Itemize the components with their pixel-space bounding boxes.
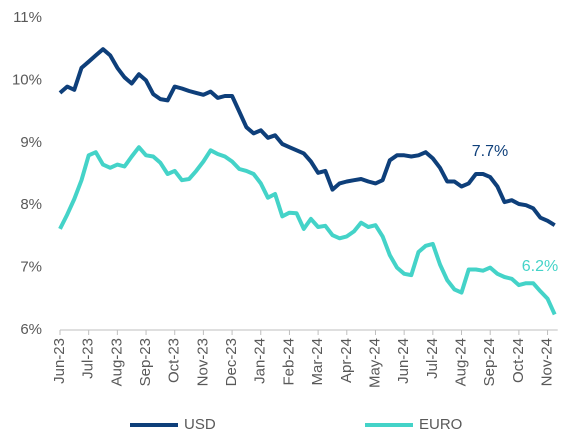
y-tick-label: 10% bbox=[12, 71, 42, 88]
x-tick-label: Jun-23 bbox=[51, 338, 68, 384]
x-tick-label: Nov-23 bbox=[194, 338, 211, 386]
legend-label: EURO bbox=[419, 416, 462, 433]
x-tick-label: Jun-24 bbox=[395, 338, 412, 384]
y-tick-label: 11% bbox=[13, 9, 42, 26]
x-tick-label: Feb-24 bbox=[280, 338, 297, 386]
series-line bbox=[58, 47, 556, 227]
x-tick-label: Dec-23 bbox=[223, 338, 240, 386]
legend-label: USD bbox=[184, 416, 216, 433]
x-tick-label: Aug-23 bbox=[108, 338, 125, 386]
x-tick-label: Nov-24 bbox=[539, 338, 556, 386]
x-tick-label: Mar-24 bbox=[309, 338, 326, 386]
x-tick-label: Oct-23 bbox=[166, 338, 183, 383]
x-tick-label: Jan-24 bbox=[252, 338, 269, 384]
x-tick-label: Oct-24 bbox=[510, 338, 527, 383]
y-tick-label: 6% bbox=[20, 321, 42, 338]
y-tick-label: 8% bbox=[20, 196, 42, 213]
x-tick-label: Jul-23 bbox=[80, 338, 97, 379]
y-tick-label: 7% bbox=[20, 259, 42, 276]
x-tick-label: Aug-24 bbox=[452, 338, 469, 386]
annotation: 7.7% bbox=[472, 143, 508, 160]
y-tick-label: 9% bbox=[20, 134, 42, 151]
x-tick-label: Sep-24 bbox=[481, 338, 498, 386]
x-tick-label: Sep-23 bbox=[137, 338, 154, 386]
x-tick-label: Apr-24 bbox=[338, 338, 355, 383]
x-tick-label: May-24 bbox=[366, 338, 383, 388]
x-tick-label: Jul-24 bbox=[424, 338, 441, 379]
series-line bbox=[58, 145, 557, 316]
annotation: 6.2% bbox=[522, 258, 558, 275]
